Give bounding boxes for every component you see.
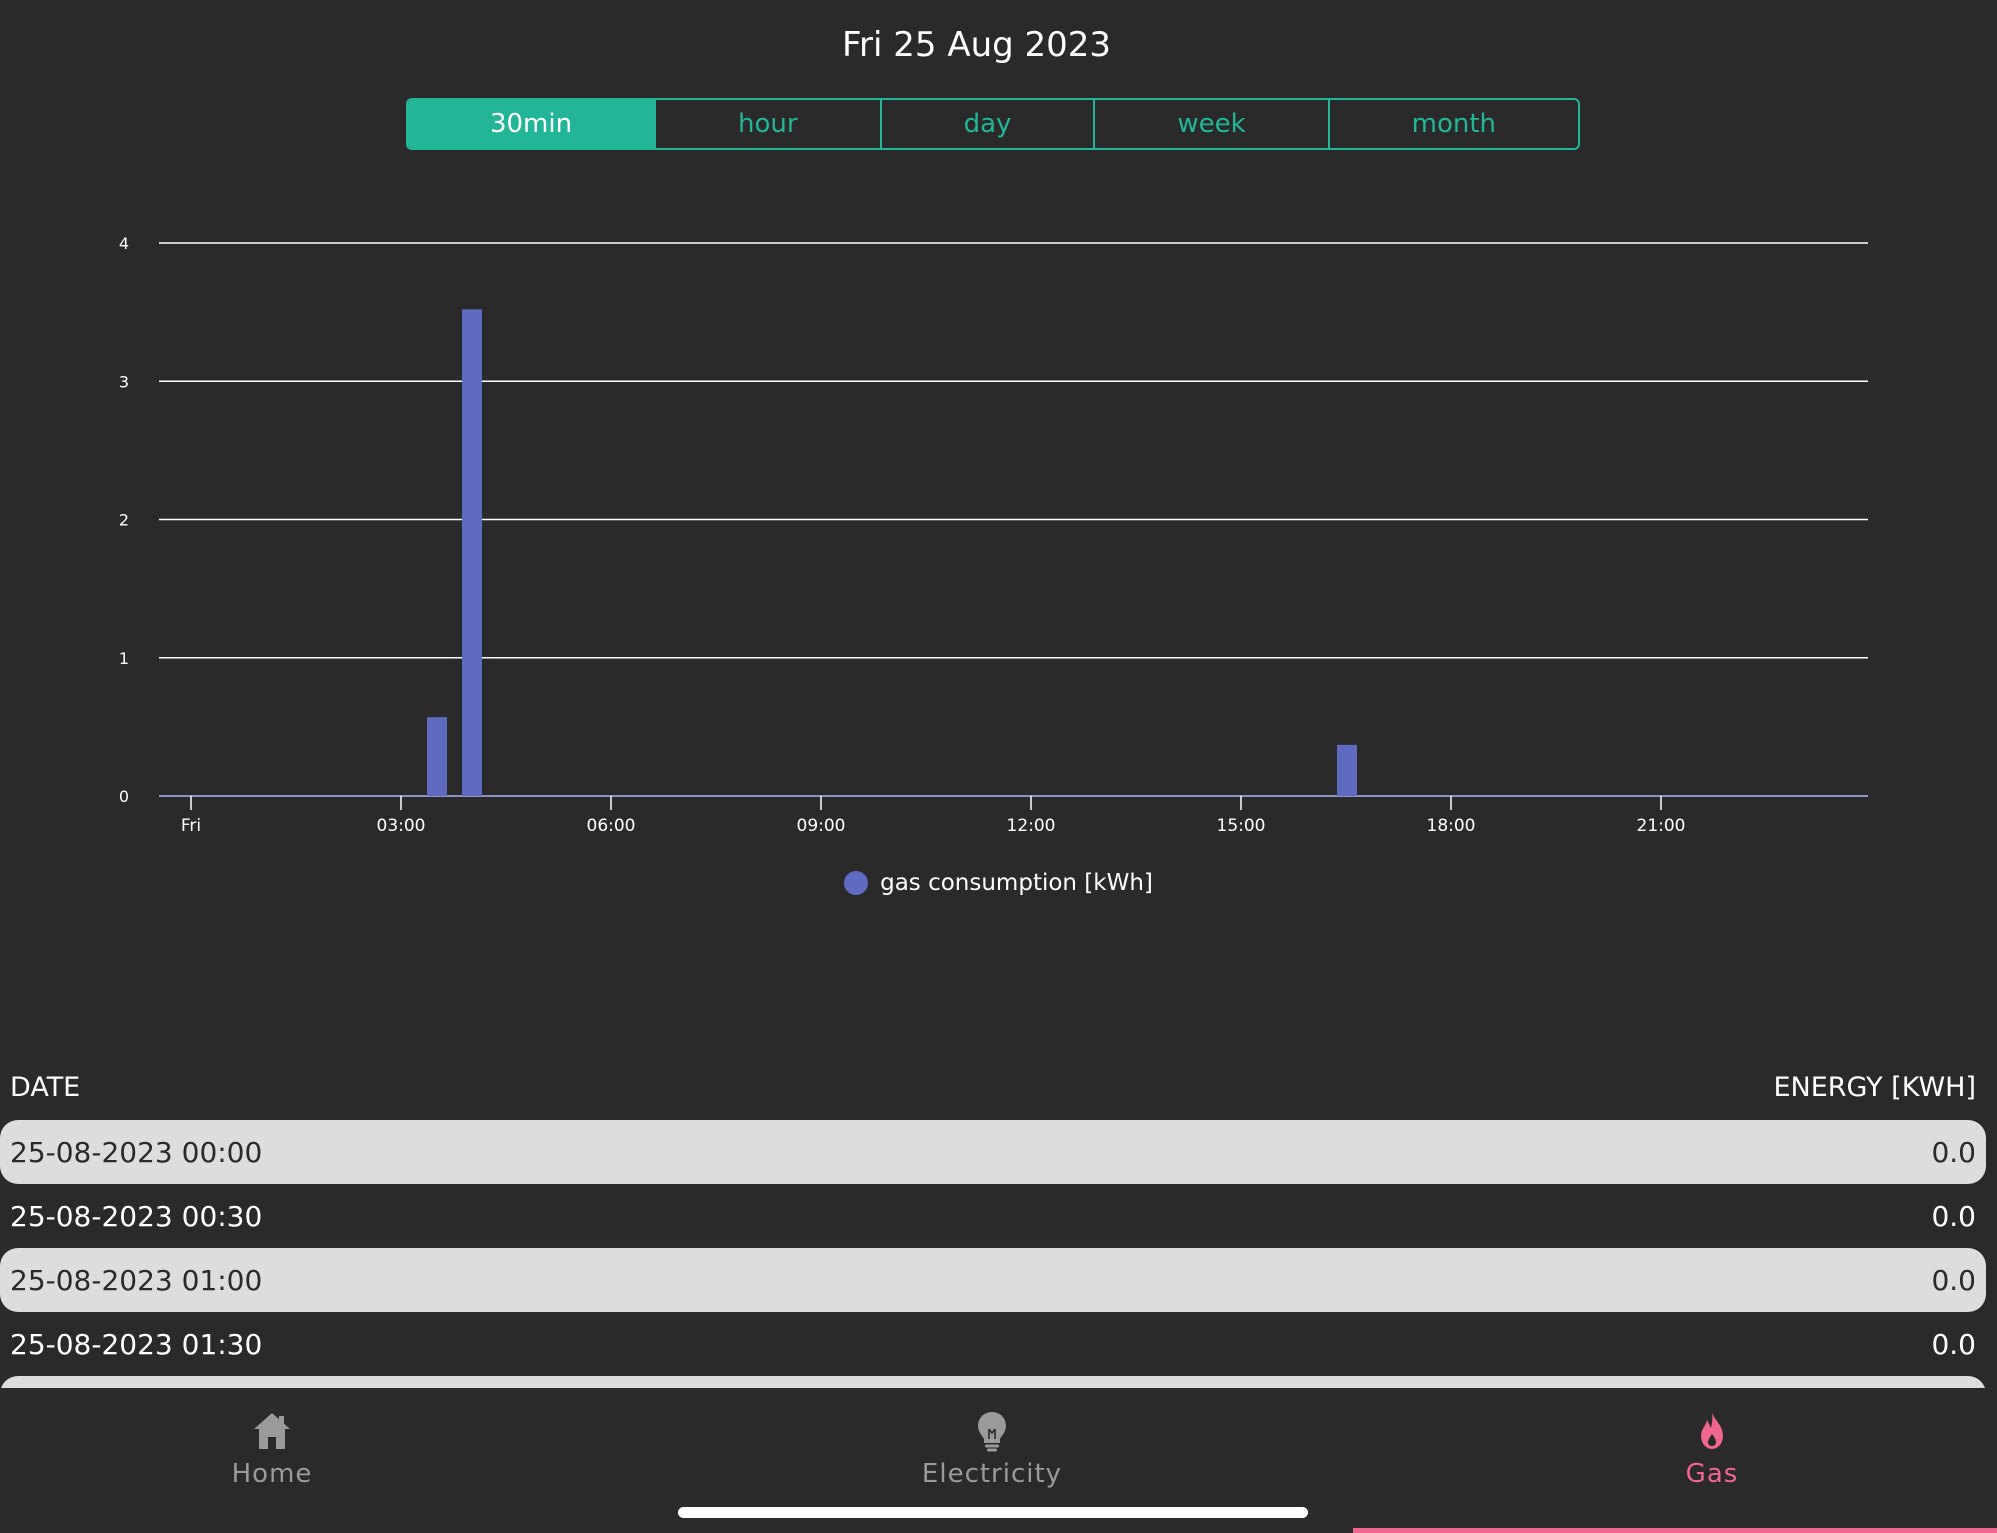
x-tick-label: 18:00 [1427,816,1476,836]
nav-tab-home[interactable]: Home [122,1409,422,1489]
nav-gas-label: Gas [1685,1459,1739,1489]
active-tab-indicator [1353,1528,1997,1533]
nav-tab-gas[interactable]: Gas [1562,1409,1862,1489]
table-row: 25-08-2023 00:00 0.0 [0,1120,1986,1184]
bar [1337,744,1357,796]
table-header: DATE ENERGY [KWH] [10,1072,1976,1103]
row-energy: 0.0 [1931,1263,1976,1297]
legend-label: gas consumption [kWh] [880,870,1153,896]
nav-home-label: Home [231,1459,313,1489]
row-energy: 0.0 [1931,1327,1976,1361]
house-icon [254,1413,290,1449]
period-week-button[interactable]: week [1093,100,1327,148]
gas-consumption-chart: 0 1 2 3 4 Fri 03:00 06:00 09:00 12:00 15:00 18:00 21… [119,234,1868,836]
y-tick-label: 4 [119,234,129,253]
table-row: 25-08-2023 01:30 0.0 [0,1312,1986,1376]
x-tick-label: 15:00 [1217,816,1266,836]
x-tick-label: Fri [181,816,201,836]
row-date: 25-08-2023 01:30 [10,1327,263,1361]
period-month-button[interactable]: month [1327,100,1578,148]
x-tick-label: 21:00 [1637,816,1686,836]
x-tick-label: 09:00 [797,816,846,836]
date-title: Fri 25 Aug 2023 [841,25,1112,65]
y-tick-label: 1 [119,649,129,668]
period-hour-button[interactable]: hour [654,100,880,148]
home-indicator [678,1507,1308,1518]
x-tick-label: 06:00 [587,816,636,836]
legend-marker [844,871,869,895]
row-energy: 0.0 [1931,1199,1976,1233]
bar [462,309,482,796]
y-tick-label: 2 [119,511,129,530]
flame-icon [1701,1412,1723,1449]
table-row: 25-08-2023 00:30 0.0 [0,1184,1986,1248]
period-day-button[interactable]: day [879,100,1094,148]
table-row: 25-08-2023 01:00 0.0 [0,1248,1986,1312]
nav-electricity-label: Electricity [921,1459,1063,1489]
date-column-header: DATE [10,1072,81,1103]
row-date: 25-08-2023 00:00 [10,1135,263,1169]
readings-table[interactable]: 25-08-2023 00:00 0.0 25-08-2023 00:30 0.… [0,1120,1986,1388]
table-row-partial [0,1376,1986,1388]
y-tick-label: 0 [119,787,129,806]
nav-tab-electricity[interactable]: Electricity [842,1409,1142,1489]
bar [427,717,447,796]
y-tick-label: 3 [119,372,129,391]
x-tick-label: 12:00 [1007,816,1056,836]
row-date: 25-08-2023 01:00 [10,1263,263,1297]
lightbulb-icon [978,1412,1006,1452]
row-date: 25-08-2023 00:30 [10,1199,263,1233]
row-energy: 0.0 [1931,1135,1976,1169]
chart-legend[interactable]: gas consumption [kWh] [0,870,1997,896]
energy-column-header: ENERGY [KWH] [1773,1072,1976,1103]
x-tick-label: 03:00 [377,816,426,836]
period-30min-button[interactable]: 30min [408,100,655,148]
period-selector: 30min hour day week month [406,98,1580,150]
